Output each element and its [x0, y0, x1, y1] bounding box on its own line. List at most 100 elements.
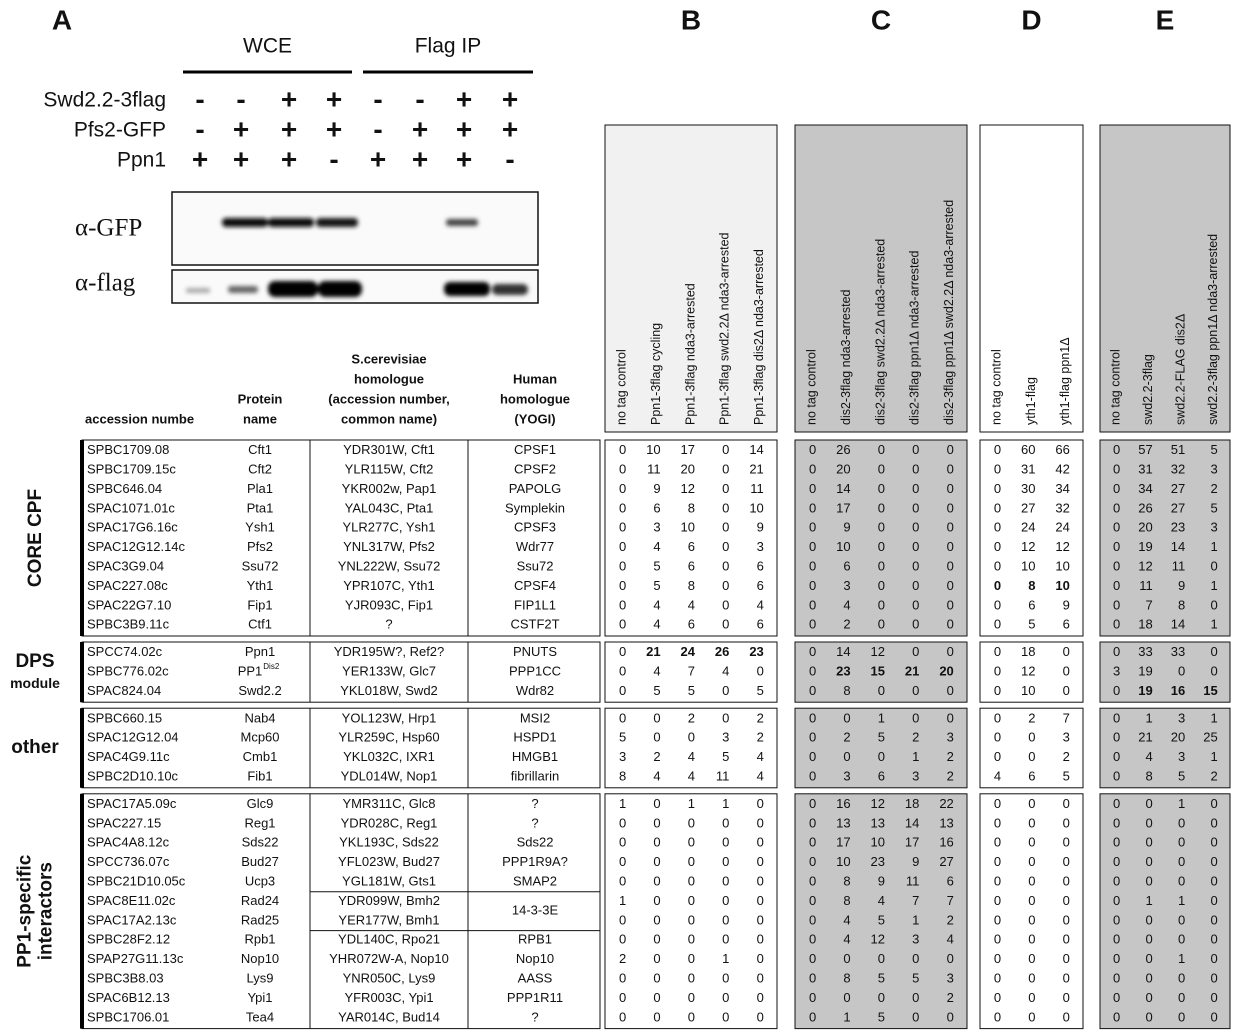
count: 0 — [1113, 644, 1120, 659]
human-homologue: CSTF2T — [510, 617, 559, 632]
count: 0 — [809, 578, 816, 593]
count: 17 — [905, 835, 919, 850]
panel-label: D — [1021, 4, 1041, 35]
count: 51 — [1171, 442, 1185, 457]
count: 0 — [843, 990, 850, 1005]
human-homologue: PAPOLG — [509, 481, 562, 496]
sc-homologue: YER133W, Glc7 — [342, 664, 436, 679]
count: 0 — [1113, 815, 1120, 830]
protein-name: Rad25 — [241, 912, 279, 927]
count: 24 — [1055, 520, 1069, 535]
count: 0 — [994, 462, 1001, 477]
protein-name: Ypi1 — [247, 990, 272, 1005]
count: 0 — [809, 932, 816, 947]
count: 0 — [722, 912, 729, 927]
column-header: swd2.2-3flag — [1141, 354, 1155, 425]
band — [186, 288, 210, 293]
count: 0 — [809, 796, 816, 811]
sc-homologue: YNL222W, Ssu72 — [338, 559, 441, 574]
count: 0 — [1063, 874, 1070, 889]
count: 21 — [905, 664, 919, 679]
count: 0 — [809, 815, 816, 830]
count: 0 — [809, 481, 816, 496]
count: 1 — [1211, 710, 1218, 725]
count: 0 — [722, 539, 729, 554]
count: 0 — [994, 932, 1001, 947]
sc-homologue: YER177W, Bmh1 — [338, 912, 439, 927]
count: 0 — [1063, 971, 1070, 986]
sc-homologue: YHR072W-A, Nop10 — [329, 951, 449, 966]
count: 0 — [619, 971, 626, 986]
count: 23 — [749, 644, 763, 659]
accession: SPBC2D10.10c — [87, 769, 179, 784]
count: 24 — [681, 644, 696, 659]
protein-name: Pta1 — [247, 500, 274, 515]
count: 0 — [912, 710, 919, 725]
count: 0 — [619, 481, 626, 496]
protein-name: Cft2 — [248, 462, 272, 477]
protein-name: Glc9 — [247, 796, 274, 811]
count: 0 — [653, 854, 660, 869]
accession: SPAC3G9.04 — [87, 559, 164, 574]
count: 0 — [947, 1009, 954, 1024]
count: 1 — [912, 912, 919, 927]
count: 0 — [722, 874, 729, 889]
accession: SPAC8E11.02c — [87, 893, 176, 908]
count: 0 — [688, 990, 695, 1005]
count: 0 — [947, 462, 954, 477]
count: 12 — [1138, 559, 1152, 574]
count: 0 — [722, 815, 729, 830]
count: 0 — [947, 481, 954, 496]
count: 0 — [722, 462, 729, 477]
count: 1 — [1211, 617, 1218, 632]
protein-name: Swd2.2 — [238, 683, 281, 698]
count: 0 — [994, 500, 1001, 515]
count: 0 — [688, 912, 695, 927]
human-homologue: ? — [531, 1009, 538, 1024]
accession: SPBC1709.15c — [87, 462, 176, 477]
sc-homologue: YAR014C, Bud14 — [338, 1009, 440, 1024]
count: 0 — [994, 1009, 1001, 1024]
protein-name: PP1 — [238, 664, 263, 679]
count: 9 — [843, 520, 850, 535]
accession: SPAC824.04 — [87, 683, 161, 698]
count: 60 — [1021, 442, 1035, 457]
count: 0 — [1028, 835, 1035, 850]
count: 3 — [1211, 462, 1218, 477]
group-label: PP1-specific — [15, 854, 36, 967]
count: 0 — [722, 559, 729, 574]
count: 0 — [1146, 971, 1153, 986]
accession: SPAC1071.01c — [87, 500, 175, 515]
count: 0 — [722, 520, 729, 535]
count: 0 — [994, 442, 1001, 457]
count: 0 — [722, 617, 729, 632]
count: 0 — [757, 893, 764, 908]
count: 11 — [906, 874, 920, 889]
condition-sign: - — [373, 83, 382, 114]
count: 0 — [878, 520, 885, 535]
condition-sign: + — [412, 143, 428, 174]
band — [444, 282, 490, 296]
count: 0 — [1113, 710, 1120, 725]
human-homologue: ? — [531, 796, 538, 811]
count: 4 — [722, 664, 729, 679]
count: 0 — [722, 835, 729, 850]
condition-sign: + — [412, 113, 428, 144]
count: 0 — [1178, 912, 1185, 927]
count: 0 — [994, 971, 1001, 986]
count: 0 — [688, 730, 695, 745]
column-header: no tag control — [804, 349, 818, 425]
count: 0 — [1211, 559, 1218, 574]
count: 0 — [947, 617, 954, 632]
count: 13 — [836, 815, 850, 830]
band — [316, 218, 358, 227]
sc-homologue: YOL123W, Hrp1 — [342, 710, 437, 725]
count: 4 — [843, 912, 850, 927]
count: 3 — [912, 769, 919, 784]
count: 0 — [843, 749, 850, 764]
count: 0 — [1113, 481, 1120, 496]
protein-name: Fib1 — [247, 769, 272, 784]
count: 0 — [653, 893, 660, 908]
human-homologue: CPSF1 — [514, 442, 556, 457]
protein-name: Cft1 — [248, 442, 272, 457]
